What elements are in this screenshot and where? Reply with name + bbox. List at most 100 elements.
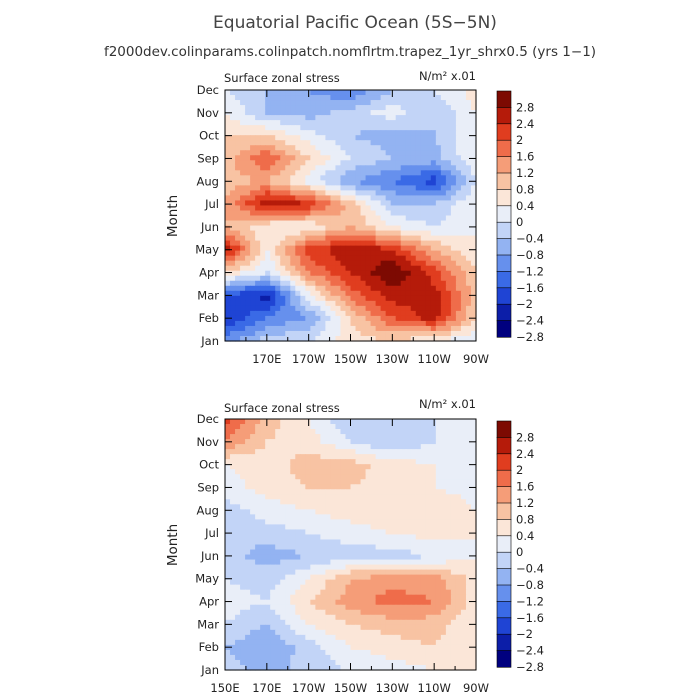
heatmap-cell (340, 105, 347, 111)
heatmap-cell (435, 564, 442, 571)
heatmap-cell (410, 320, 417, 327)
heatmap-cell (275, 160, 281, 166)
heatmap-cell (380, 514, 387, 520)
heatmap-cell (360, 644, 367, 651)
heatmap-cell (370, 185, 377, 191)
heatmap-cell (225, 569, 231, 576)
heatmap-cell (290, 235, 296, 242)
heatmap-cell (390, 325, 397, 332)
heatmap-cell (270, 499, 276, 505)
heatmap-cell (325, 215, 332, 222)
heatmap-cell (260, 424, 266, 430)
heatmap-cell (445, 519, 452, 526)
heatmap-cell (315, 245, 321, 252)
heatmap-cell (245, 439, 251, 445)
heatmap-cell (300, 544, 306, 551)
heatmap-cell (435, 534, 442, 541)
heatmap-cell (355, 534, 362, 541)
heatmap-cell (395, 265, 402, 272)
heatmap-cell (310, 609, 316, 616)
heatmap-cell (300, 484, 306, 490)
heatmap-cell (355, 220, 362, 227)
heatmap-cell (365, 644, 372, 651)
heatmap-cell (255, 125, 261, 131)
heatmap-cell (240, 604, 246, 611)
heatmap-cell (355, 459, 362, 465)
heatmap-cell (415, 549, 422, 556)
heatmap-cell (350, 315, 357, 322)
heatmap-cell (345, 270, 352, 277)
heatmap-cell (285, 310, 291, 317)
heatmap-cell (260, 524, 266, 531)
heatmap-cell (235, 454, 241, 460)
heatmap-cell (415, 529, 422, 536)
heatmap-cell (360, 115, 367, 121)
heatmap-cell (305, 105, 311, 111)
heatmap-cell (260, 195, 266, 202)
heatmap-cell (225, 320, 231, 327)
heatmap-cell (280, 469, 286, 475)
heatmap-cell (460, 624, 467, 631)
heatmap-cell (310, 200, 316, 207)
heatmap-cell (250, 115, 256, 121)
heatmap-cell (260, 205, 266, 212)
heatmap-cell (380, 205, 387, 212)
heatmap-cell (400, 180, 407, 186)
heatmap-cell (230, 519, 236, 526)
heatmap-cell (290, 549, 296, 556)
heatmap-cell (395, 504, 402, 510)
heatmap-cell (325, 629, 332, 636)
heatmap-cell (275, 300, 281, 307)
heatmap-cell (420, 230, 427, 237)
heatmap-cell (375, 609, 382, 616)
heatmap-cell (250, 105, 256, 111)
heatmap-cell (235, 310, 241, 317)
heatmap-cell (295, 235, 301, 242)
heatmap-cell (290, 220, 296, 227)
heatmap-cell (415, 300, 422, 307)
heatmap-cell (455, 569, 462, 576)
heatmap-cell (345, 185, 352, 191)
y-tick-label: May (195, 243, 219, 257)
heatmap-cell (370, 240, 377, 247)
heatmap-cell (230, 160, 236, 166)
heatmap-cell (455, 220, 462, 227)
heatmap-cell (275, 165, 281, 171)
heatmap-cell (370, 444, 377, 450)
heatmap-cell (360, 569, 367, 576)
heatmap-cell (245, 624, 251, 631)
heatmap-cell (400, 310, 407, 317)
heatmap-cell (330, 634, 337, 641)
heatmap-cell (385, 325, 392, 332)
heatmap-cell (455, 170, 462, 176)
heatmap-cell (370, 554, 377, 561)
heatmap-cell (385, 320, 392, 327)
heatmap-cell (250, 290, 256, 297)
heatmap-cell (380, 579, 387, 586)
heatmap-cell (260, 215, 266, 222)
heatmap-cell (280, 125, 286, 131)
heatmap-cell (385, 125, 392, 131)
heatmap-cell (470, 494, 477, 500)
heatmap-cell (350, 604, 357, 611)
heatmap-cell (290, 285, 296, 292)
heatmap-cell (370, 594, 377, 601)
heatmap-cell (445, 474, 452, 480)
heatmap-cell (255, 599, 261, 606)
panel-bottom-units-label: N/m² x.01 (419, 397, 476, 411)
heatmap-cell (265, 170, 271, 176)
heatmap-cell (420, 170, 427, 176)
heatmap-cell (265, 629, 271, 636)
heatmap-cell (420, 459, 427, 465)
heatmap-cell (445, 140, 452, 146)
heatmap-cell (335, 514, 342, 520)
heatmap-cell (400, 95, 407, 101)
heatmap-cell (455, 275, 462, 282)
heatmap-cell (325, 320, 332, 327)
heatmap-cell (440, 260, 447, 267)
heatmap-cell (360, 554, 367, 561)
heatmap-cell (415, 484, 422, 490)
heatmap-cell (380, 459, 387, 465)
heatmap-cell (425, 310, 432, 317)
heatmap-cell (360, 484, 367, 490)
